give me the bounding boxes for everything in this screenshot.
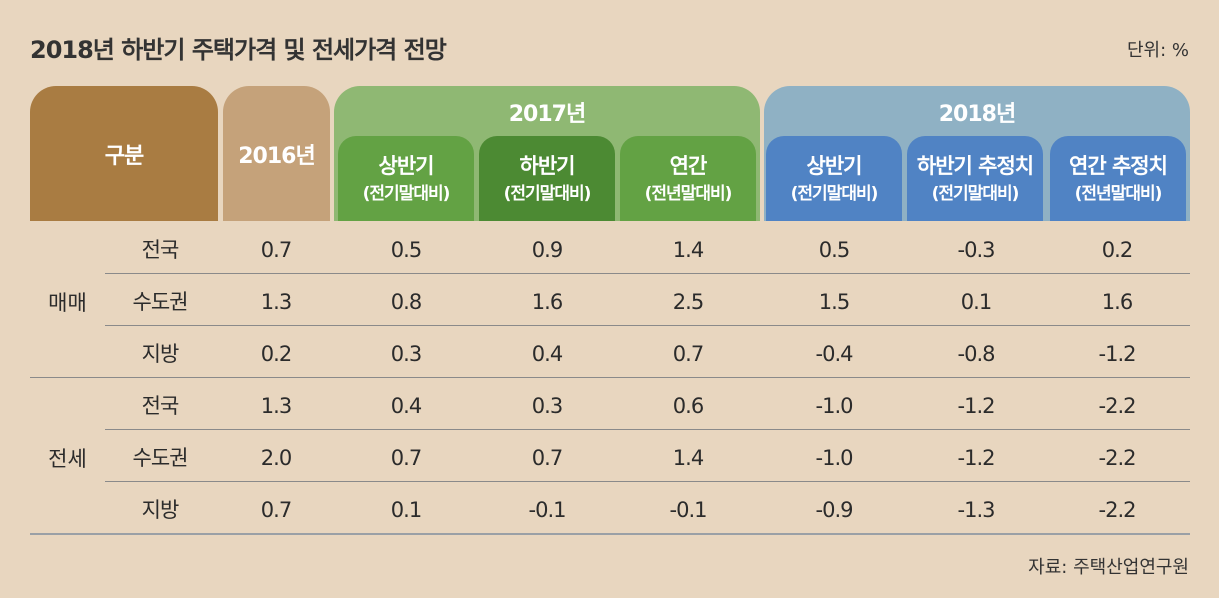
- header-2017-annual: 연간 (전년말대비): [620, 136, 756, 221]
- table-cell: 0.7: [672, 342, 704, 366]
- row-label: 수도권: [132, 290, 189, 314]
- row-divider: [105, 429, 1190, 430]
- header-2018-annual: 연간 추정치 (전년말대비): [1050, 136, 1186, 221]
- header-gubun: 구분: [30, 86, 218, 221]
- header-2017-h2-title: 하반기: [519, 153, 576, 178]
- row-divider: [105, 481, 1190, 482]
- table-cell: 0.5: [818, 238, 850, 262]
- table-cell: 0.7: [531, 446, 563, 470]
- header-2017-h1: 상반기 (전기말대비): [338, 136, 474, 221]
- row-divider: [105, 273, 1190, 274]
- group-label: 전세: [48, 447, 87, 471]
- table-cell: -0.8: [957, 342, 996, 366]
- table-cell: 0.1: [960, 290, 992, 314]
- row-divider: [105, 325, 1190, 326]
- header-2018-h1-title: 상반기: [806, 153, 863, 178]
- header-2018-annual-basis: (전년말대비): [1074, 183, 1163, 204]
- table-row: 수도권 2.0 0.7 0.7 1.4 -1.0 -1.2 -2.2: [30, 429, 1190, 481]
- table-cell: -2.2: [1098, 394, 1137, 418]
- row-label: 전국: [141, 238, 180, 262]
- header-2017-h1-title: 상반기: [378, 153, 435, 178]
- table-cell: -2.2: [1098, 446, 1137, 470]
- table-cell: -1.0: [815, 446, 854, 470]
- header-2017-h1-basis: (전기말대비): [362, 183, 451, 204]
- header-2018-h1-basis: (전기말대비): [790, 183, 879, 204]
- table-row: 지방 0.2 0.3 0.4 0.7 -0.4 -0.8 -1.2: [30, 325, 1190, 377]
- header-2018-annual-title: 연간 추정치: [1069, 153, 1168, 178]
- table-cell: 0.5: [390, 238, 422, 262]
- table-cell: -0.3: [957, 238, 996, 262]
- table-cell: -1.0: [815, 394, 854, 418]
- table-cell: 0.7: [260, 498, 292, 522]
- group-label: 매매: [48, 291, 87, 315]
- header-2017-h2: 하반기 (전기말대비): [479, 136, 615, 221]
- table-cell: -0.9: [815, 498, 854, 522]
- table-cell: 0.2: [1101, 238, 1133, 262]
- table-cell: 0.3: [390, 342, 422, 366]
- header-2016: 2016년: [223, 86, 330, 221]
- table-cell: -0.1: [528, 498, 567, 522]
- unit-label: 단위: %: [1126, 40, 1189, 61]
- group-2017-label: 2017년: [508, 102, 586, 127]
- table-cell: -1.2: [957, 394, 996, 418]
- header-2017-annual-title: 연간: [669, 153, 708, 178]
- table-cell: -0.1: [669, 498, 708, 522]
- table-cell: -1.2: [1098, 342, 1137, 366]
- header-2017-h2-basis: (전기말대비): [503, 183, 592, 204]
- table-cell: 1.3: [260, 394, 292, 418]
- table-cell: 0.6: [672, 394, 704, 418]
- table-cell: 0.4: [531, 342, 563, 366]
- table-cell: 0.3: [531, 394, 563, 418]
- header-2018-h1: 상반기 (전기말대비): [766, 136, 902, 221]
- table-cell: -0.4: [815, 342, 854, 366]
- table-cell: 0.7: [260, 238, 292, 262]
- table-cell: 1.4: [672, 446, 704, 470]
- row-divider: [30, 377, 1190, 378]
- table-cell: -2.2: [1098, 498, 1137, 522]
- header-2017-annual-basis: (전년말대비): [644, 183, 733, 204]
- group-2018-label: 2018년: [938, 102, 1016, 127]
- table-row: 수도권 1.3 0.8 1.6 2.5 1.5 0.1 1.6: [30, 273, 1190, 325]
- table-cell: -1.2: [957, 446, 996, 470]
- table-cell: 0.2: [260, 342, 292, 366]
- source-note: 자료: 주택산업연구원: [1028, 557, 1189, 578]
- table-cell: 0.7: [390, 446, 422, 470]
- row-label: 지방: [141, 498, 180, 522]
- table-cell: 1.6: [1101, 290, 1133, 314]
- table-cell: 1.5: [818, 290, 850, 314]
- table-cell: 1.6: [531, 290, 563, 314]
- table-cell: 0.1: [390, 498, 422, 522]
- header-2018-h2-basis: (전기말대비): [931, 183, 1020, 204]
- table-row: 전국 0.7 0.5 0.9 1.4 0.5 -0.3 0.2: [30, 221, 1190, 273]
- table-cell: 1.3: [260, 290, 292, 314]
- row-label: 지방: [141, 342, 180, 366]
- header-2018-h2: 하반기 추정치 (전기말대비): [907, 136, 1043, 221]
- table-row: 지방 0.7 0.1 -0.1 -0.1 -0.9 -1.3 -2.2: [30, 481, 1190, 533]
- page-title: 2018년 하반기 주택가격 및 전세가격 전망: [30, 36, 447, 64]
- table-cell: -1.3: [957, 498, 996, 522]
- table-cell: 2.0: [260, 446, 292, 470]
- row-divider: [30, 533, 1190, 535]
- table-cell: 2.5: [672, 290, 704, 314]
- table-cell: 0.9: [531, 238, 563, 262]
- row-label: 수도권: [132, 446, 189, 470]
- table-cell: 0.8: [390, 290, 422, 314]
- header-2018-h2-title: 하반기 추정치: [916, 153, 1034, 178]
- table-row: 전국 1.3 0.4 0.3 0.6 -1.0 -1.2 -2.2: [30, 377, 1190, 429]
- table-cell: 0.4: [390, 394, 422, 418]
- row-label: 전국: [141, 394, 180, 418]
- table-cell: 1.4: [672, 238, 704, 262]
